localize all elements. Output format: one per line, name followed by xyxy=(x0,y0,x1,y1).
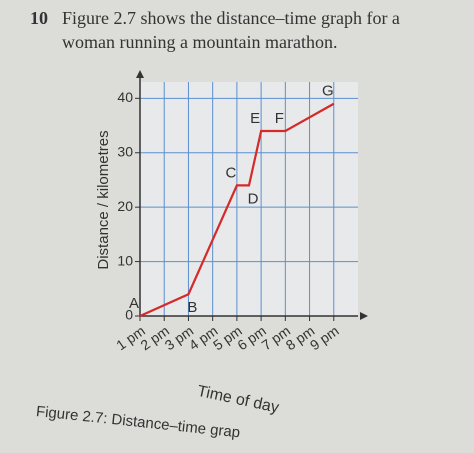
point-label: A xyxy=(129,295,139,312)
y-axis-label: Distance / kilometres xyxy=(95,130,112,269)
arrow xyxy=(136,70,144,78)
question-text: Figure 2.7 shows the distance–time graph… xyxy=(62,8,400,28)
point-label: C xyxy=(225,164,236,181)
y-tick-label: 10 xyxy=(117,252,133,268)
data-line xyxy=(139,102,335,318)
y-tick-label: 30 xyxy=(117,143,133,159)
y-tick-label: 20 xyxy=(117,198,133,214)
question-text: woman running a mountain marathon. xyxy=(62,32,337,52)
point-label: F xyxy=(275,110,284,127)
point-label: E xyxy=(250,110,260,127)
y-tick-label: 40 xyxy=(117,89,133,105)
question-number: 10 xyxy=(30,8,48,28)
arrow xyxy=(360,312,368,320)
point-label: D xyxy=(248,190,259,207)
point-label: G xyxy=(322,83,334,100)
y-tick-label: 0 xyxy=(125,307,133,323)
point-label: B xyxy=(187,299,197,316)
plot-area xyxy=(140,82,358,316)
